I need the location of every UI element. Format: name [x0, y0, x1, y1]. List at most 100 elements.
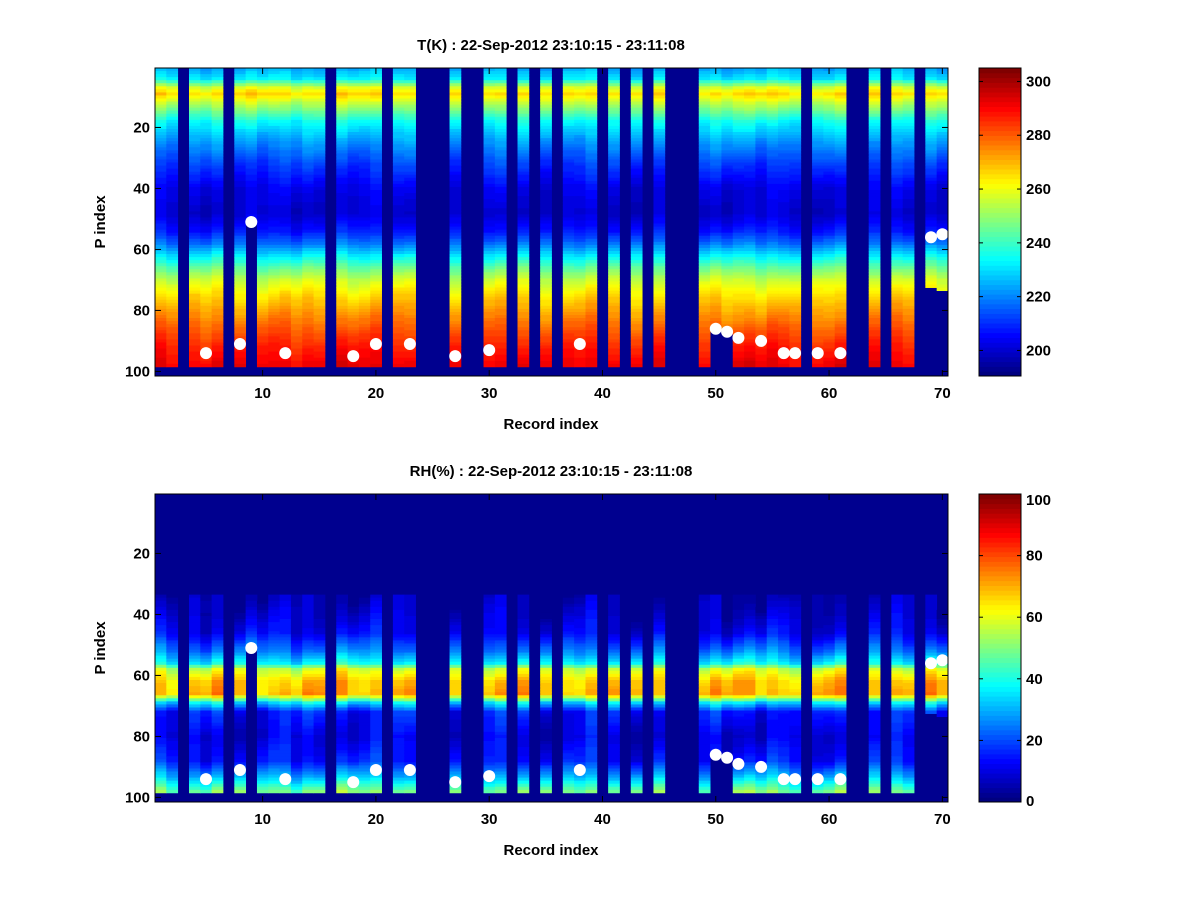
- heatmap-cell: [585, 80, 598, 84]
- heatmap-cell: [166, 771, 179, 775]
- heatmap-cell: [766, 260, 779, 264]
- heatmap-cell: [370, 275, 382, 279]
- heatmap-cell: [256, 351, 269, 356]
- heatmap-cell: [313, 186, 326, 191]
- y-tick-label: 20: [133, 119, 150, 136]
- heatmap-cell: [256, 177, 269, 182]
- heatmap-cell: [302, 272, 314, 276]
- heatmap-cell: [698, 83, 711, 87]
- heatmap-cell: [562, 162, 575, 166]
- heatmap-cell: [902, 165, 915, 170]
- heatmap-cell: [404, 199, 416, 203]
- heatmap-cell: [188, 695, 201, 699]
- heatmap-cell: [404, 86, 416, 90]
- heatmap-cell: [336, 171, 348, 176]
- heatmap-cell: [358, 95, 371, 99]
- heatmap-cell: [256, 278, 269, 282]
- heatmap-cell: [449, 71, 462, 75]
- heatmap-cell: [313, 199, 326, 203]
- heatmap-cell: [155, 162, 167, 166]
- heatmap-cell: [290, 226, 303, 231]
- heatmap-cell: [653, 165, 666, 170]
- heatmap-cell: [279, 180, 292, 185]
- heatmap-cell: [449, 247, 462, 252]
- heatmap-cell: [574, 272, 586, 276]
- heatmap-cell: [234, 305, 247, 310]
- heatmap-cell: [823, 211, 836, 215]
- heatmap-cell: [936, 217, 949, 221]
- heatmap-cell: [449, 183, 462, 188]
- heatmap-cell: [653, 183, 666, 188]
- heatmap-cell: [653, 74, 666, 78]
- heatmap-cell: [494, 128, 507, 133]
- heatmap-cell: [188, 327, 201, 331]
- heatmap-cell: [358, 168, 371, 173]
- heatmap-cell: [370, 299, 382, 304]
- heatmap-cell: [710, 141, 722, 145]
- heatmap-cell: [302, 77, 314, 81]
- heatmap-cell: [812, 263, 824, 267]
- heatmap-cell: [211, 609, 224, 614]
- heatmap-cell: [211, 722, 224, 727]
- heatmap-cell: [483, 275, 496, 279]
- heatmap-cell: [868, 104, 881, 109]
- heatmap-cell: [211, 643, 224, 647]
- heatmap-cell: [494, 86, 507, 90]
- heatmap-cell: [608, 113, 620, 118]
- heatmap-cell: [347, 232, 360, 237]
- data-marker: [925, 231, 938, 244]
- heatmap-cell: [188, 122, 201, 127]
- heatmap-cell: [336, 321, 348, 325]
- heatmap-cell: [155, 287, 167, 292]
- heatmap-cell: [653, 80, 666, 84]
- heatmap-cell: [483, 116, 496, 121]
- heatmap-cell: [347, 302, 360, 307]
- heatmap-cell: [256, 266, 269, 270]
- heatmap-cell: [574, 214, 586, 218]
- heatmap-cell: [732, 321, 745, 325]
- heatmap-cell: [834, 272, 847, 276]
- heatmap-cell: [200, 786, 213, 791]
- heatmap-cell: [936, 269, 949, 273]
- colorbar-segment: [979, 260, 1021, 266]
- heatmap-cell: [347, 159, 360, 163]
- heatmap-cell: [721, 150, 734, 154]
- heatmap-cell: [540, 208, 552, 212]
- heatmap-cell: [290, 272, 303, 276]
- heatmap-cell: [732, 80, 745, 84]
- heatmap-cell: [698, 345, 711, 349]
- heatmap-cell: [891, 80, 904, 84]
- heatmap-cell: [698, 147, 711, 151]
- heatmap-cell: [517, 71, 530, 75]
- heatmap-cell: [936, 211, 949, 215]
- heatmap-cell: [698, 220, 711, 224]
- heatmap-cell: [540, 241, 552, 246]
- heatmap-cell: [211, 774, 224, 778]
- heatmap-cell: [155, 774, 167, 778]
- heatmap-cell: [778, 272, 790, 276]
- heatmap-cell: [653, 193, 666, 197]
- heatmap-cell: [789, 156, 802, 160]
- heatmap-cell: [268, 83, 281, 87]
- heatmap-cell: [868, 315, 881, 319]
- heatmap-cell: [290, 296, 303, 301]
- heatmap-cell: [200, 719, 213, 724]
- heatmap-cell: [234, 223, 247, 227]
- heatmap-cell: [608, 263, 620, 267]
- heatmap-cell: [166, 196, 179, 200]
- heatmap-cell: [211, 747, 224, 751]
- heatmap-cell: [778, 95, 790, 99]
- heatmap-cell: [166, 357, 179, 362]
- heatmap-cell: [392, 119, 405, 124]
- heatmap-cell: [562, 153, 575, 157]
- heatmap-cell: [155, 107, 167, 112]
- heatmap-cell: [188, 83, 201, 87]
- heatmap-cell: [834, 122, 847, 127]
- heatmap-cell: [891, 278, 904, 282]
- heatmap-cell: [302, 296, 314, 301]
- heatmap-cell: [562, 263, 575, 267]
- heatmap-cell: [188, 747, 201, 751]
- heatmap-cell: [891, 168, 904, 173]
- heatmap-cell: [630, 74, 643, 78]
- heatmap-cell: [891, 83, 904, 87]
